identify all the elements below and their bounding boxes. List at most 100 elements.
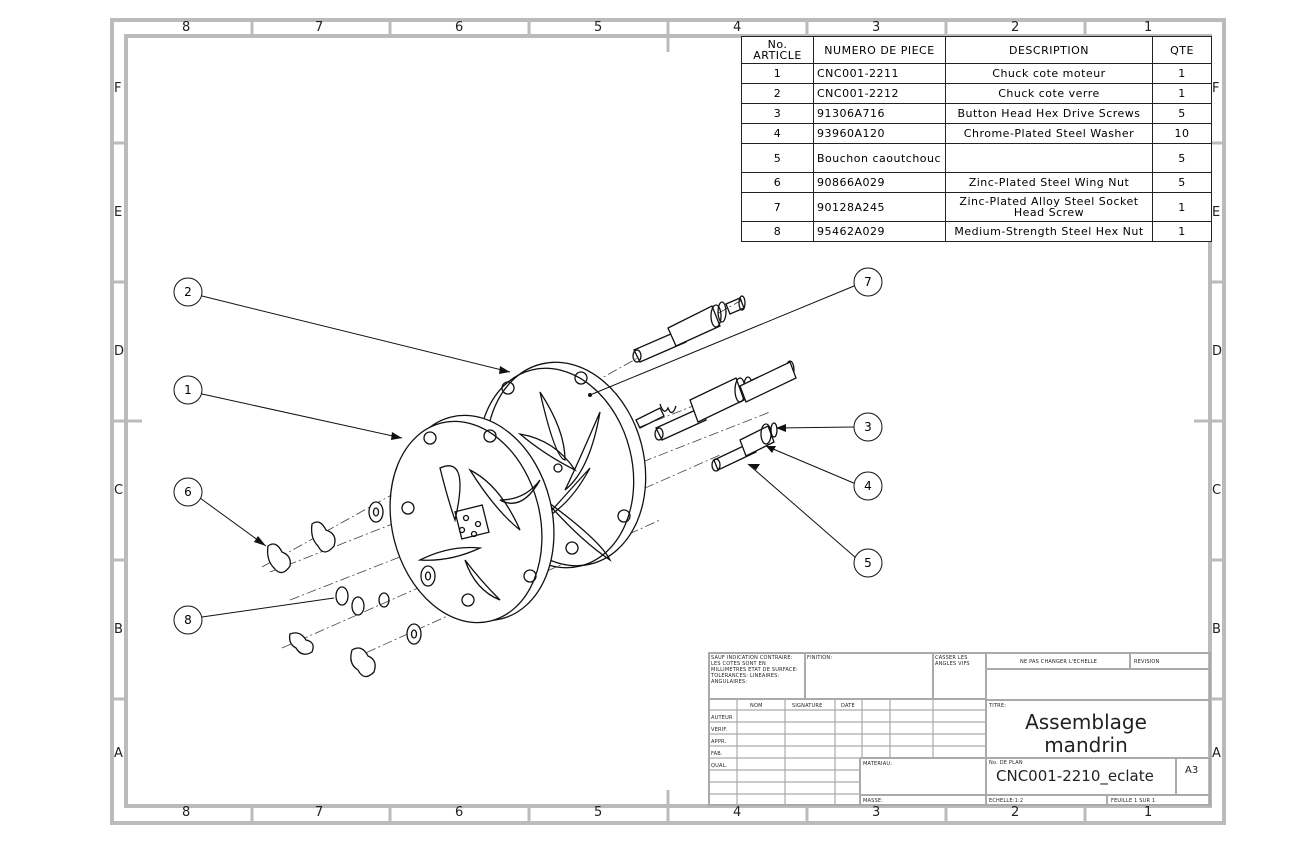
zone-row-d-left: D	[114, 344, 125, 359]
plug-stack-top	[632, 295, 746, 363]
bom-item: 6	[741, 172, 814, 193]
bom-desc: Button Head Hex Drive Screws	[945, 103, 1153, 124]
tb-titre-label: TITRE:	[989, 703, 1007, 709]
bom-item: 8	[741, 221, 814, 242]
zone-col-8-top: 8	[182, 20, 191, 35]
balloon-leaders	[199, 285, 857, 618]
bom-qty: 1	[1152, 192, 1212, 222]
tb-no-scale: NE PAS CHANGER L'ECHELLE	[1020, 659, 1098, 665]
drawing-title-line1: Assemblage	[1025, 710, 1147, 734]
balloon-4: 4	[864, 479, 872, 493]
bom-header-item: No. ARTICLE	[741, 36, 814, 64]
zone-row-f-left: F	[114, 81, 122, 96]
tb-fab: FAB.	[711, 751, 723, 757]
balloon-1: 1	[184, 383, 192, 397]
bom-desc: Zinc-Plated Alloy Steel Socket Head Scre…	[945, 192, 1153, 222]
bom-qty: 5	[1152, 172, 1212, 193]
bom-item: 1	[741, 63, 814, 84]
zone-col-3-top: 3	[872, 20, 881, 35]
zone-col-3-bottom: 3	[872, 805, 881, 820]
tb-finish: FINITION:	[807, 655, 833, 661]
zone-col-7-bottom: 7	[315, 805, 324, 820]
bom-header-row: No. ARTICLE NUMERO DE PIECE DESCRIPTION …	[741, 36, 1212, 64]
balloon-arrowheads	[254, 366, 786, 546]
zone-col-2-top: 2	[1011, 20, 1020, 35]
bom-part: CNC001-2212	[813, 83, 946, 104]
bom-qty: 1	[1152, 63, 1212, 84]
balloon-5: 5	[864, 556, 872, 570]
bom-item: 2	[741, 83, 814, 104]
zone-col-1-top: 1	[1144, 20, 1153, 35]
bom-qty: 1	[1152, 221, 1212, 242]
zone-col-5-bottom: 5	[594, 805, 603, 820]
bom-part: 90866A029	[813, 172, 946, 193]
zone-col-8-bottom: 8	[182, 805, 191, 820]
title-block-grid	[709, 699, 986, 805]
tb-author: AUTEUR	[711, 715, 733, 721]
balloon-3: 3	[864, 420, 872, 434]
bom-row: 1 CNC001-2211 Chuck cote moteur 1	[741, 63, 1212, 84]
bom-desc: Chuck cote moteur	[945, 63, 1153, 84]
zone-col-6-bottom: 6	[455, 805, 464, 820]
bom-part: 90128A245	[813, 192, 946, 222]
tb-mass: MASSE:	[863, 798, 884, 804]
bom-item: 4	[741, 123, 814, 144]
zone-row-e-right: E	[1212, 205, 1221, 220]
zone-row-b-right: B	[1212, 622, 1221, 637]
tb-default-note: SAUF INDICATION CONTRAIRE: LES COTES SON…	[711, 655, 798, 685]
zone-col-1-bottom: 1	[1144, 805, 1153, 820]
balloon-8: 8	[184, 613, 192, 627]
bom-row: 4 93960A120 Chrome-Plated Steel Washer 1…	[741, 123, 1212, 144]
bom-desc: Chrome-Plated Steel Washer	[945, 123, 1153, 144]
tb-break-edges: CASSER LES ANGLES VIFS	[935, 655, 970, 667]
bom-item: 3	[741, 103, 814, 124]
tb-qual: QUAL.	[711, 763, 728, 769]
zone-col-6-top: 6	[455, 20, 464, 35]
exploded-assembly	[261, 295, 797, 678]
center-marks	[126, 36, 1210, 806]
bom-row: 6 90866A029 Zinc-Plated Steel Wing Nut 5	[741, 172, 1212, 193]
zone-row-b-left: B	[114, 622, 123, 637]
zone-row-a-left: A	[114, 746, 123, 761]
bom-part: 93960A120	[813, 123, 946, 144]
balloon-circles	[173, 267, 883, 635]
bom-part: Bouchon caoutchouc	[813, 143, 946, 173]
bom-desc: Chuck cote verre	[945, 83, 1153, 104]
bom-item: 7	[741, 192, 814, 222]
sheet-size: A3	[1185, 765, 1199, 776]
zone-row-e-left: E	[114, 205, 123, 220]
bom-header-description: DESCRIPTION	[945, 36, 1153, 64]
bom-row: 2 CNC001-2212 Chuck cote verre 1	[741, 83, 1212, 104]
zone-row-d-right: D	[1212, 344, 1223, 359]
left-hardware	[266, 501, 436, 678]
bom-row: 8 95462A029 Medium-Strength Steel Hex Nu…	[741, 221, 1212, 242]
drawing-title-line2: mandrin	[1044, 733, 1128, 757]
zone-row-f-right: F	[1212, 81, 1220, 96]
title-block-frame	[708, 652, 1211, 806]
bom-desc: Medium-Strength Steel Hex Nut	[945, 221, 1153, 242]
bom-item: 5	[741, 143, 814, 173]
tb-col-date: DATE	[841, 703, 855, 709]
zone-col-2-bottom: 2	[1011, 805, 1020, 820]
bom-header-part-number: NUMERO DE PIECE	[813, 36, 946, 64]
dot-leaders	[588, 393, 592, 397]
tb-appr: APPR.	[711, 739, 727, 745]
plug-stack-mid	[635, 360, 797, 441]
bom-row: 5 Bouchon caoutchouc 5	[741, 143, 1212, 173]
bom-desc	[945, 143, 1153, 173]
tb-sheet: FEUILLE 1 SUR 1	[1111, 798, 1156, 804]
tb-plan-no-label: No. DE PLAN	[989, 760, 1023, 766]
bom-qty: 10	[1152, 123, 1212, 144]
tb-revision: REVISION	[1134, 659, 1160, 665]
balloon-6: 6	[184, 485, 192, 499]
bom-row: 3 91306A716 Button Head Hex Drive Screws…	[741, 103, 1212, 124]
bom-part: 91306A716	[813, 103, 946, 124]
zone-col-4-top: 4	[733, 20, 742, 35]
plug-stack-bottom	[711, 422, 778, 472]
bom-part: CNC001-2211	[813, 63, 946, 84]
bom-row: 7 90128A245 Zinc-Plated Alloy Steel Sock…	[741, 192, 1212, 222]
tb-col-name: NOM	[750, 703, 763, 709]
zone-col-5-top: 5	[594, 20, 603, 35]
bill-of-materials: No. ARTICLE NUMERO DE PIECE DESCRIPTION …	[741, 36, 1212, 242]
